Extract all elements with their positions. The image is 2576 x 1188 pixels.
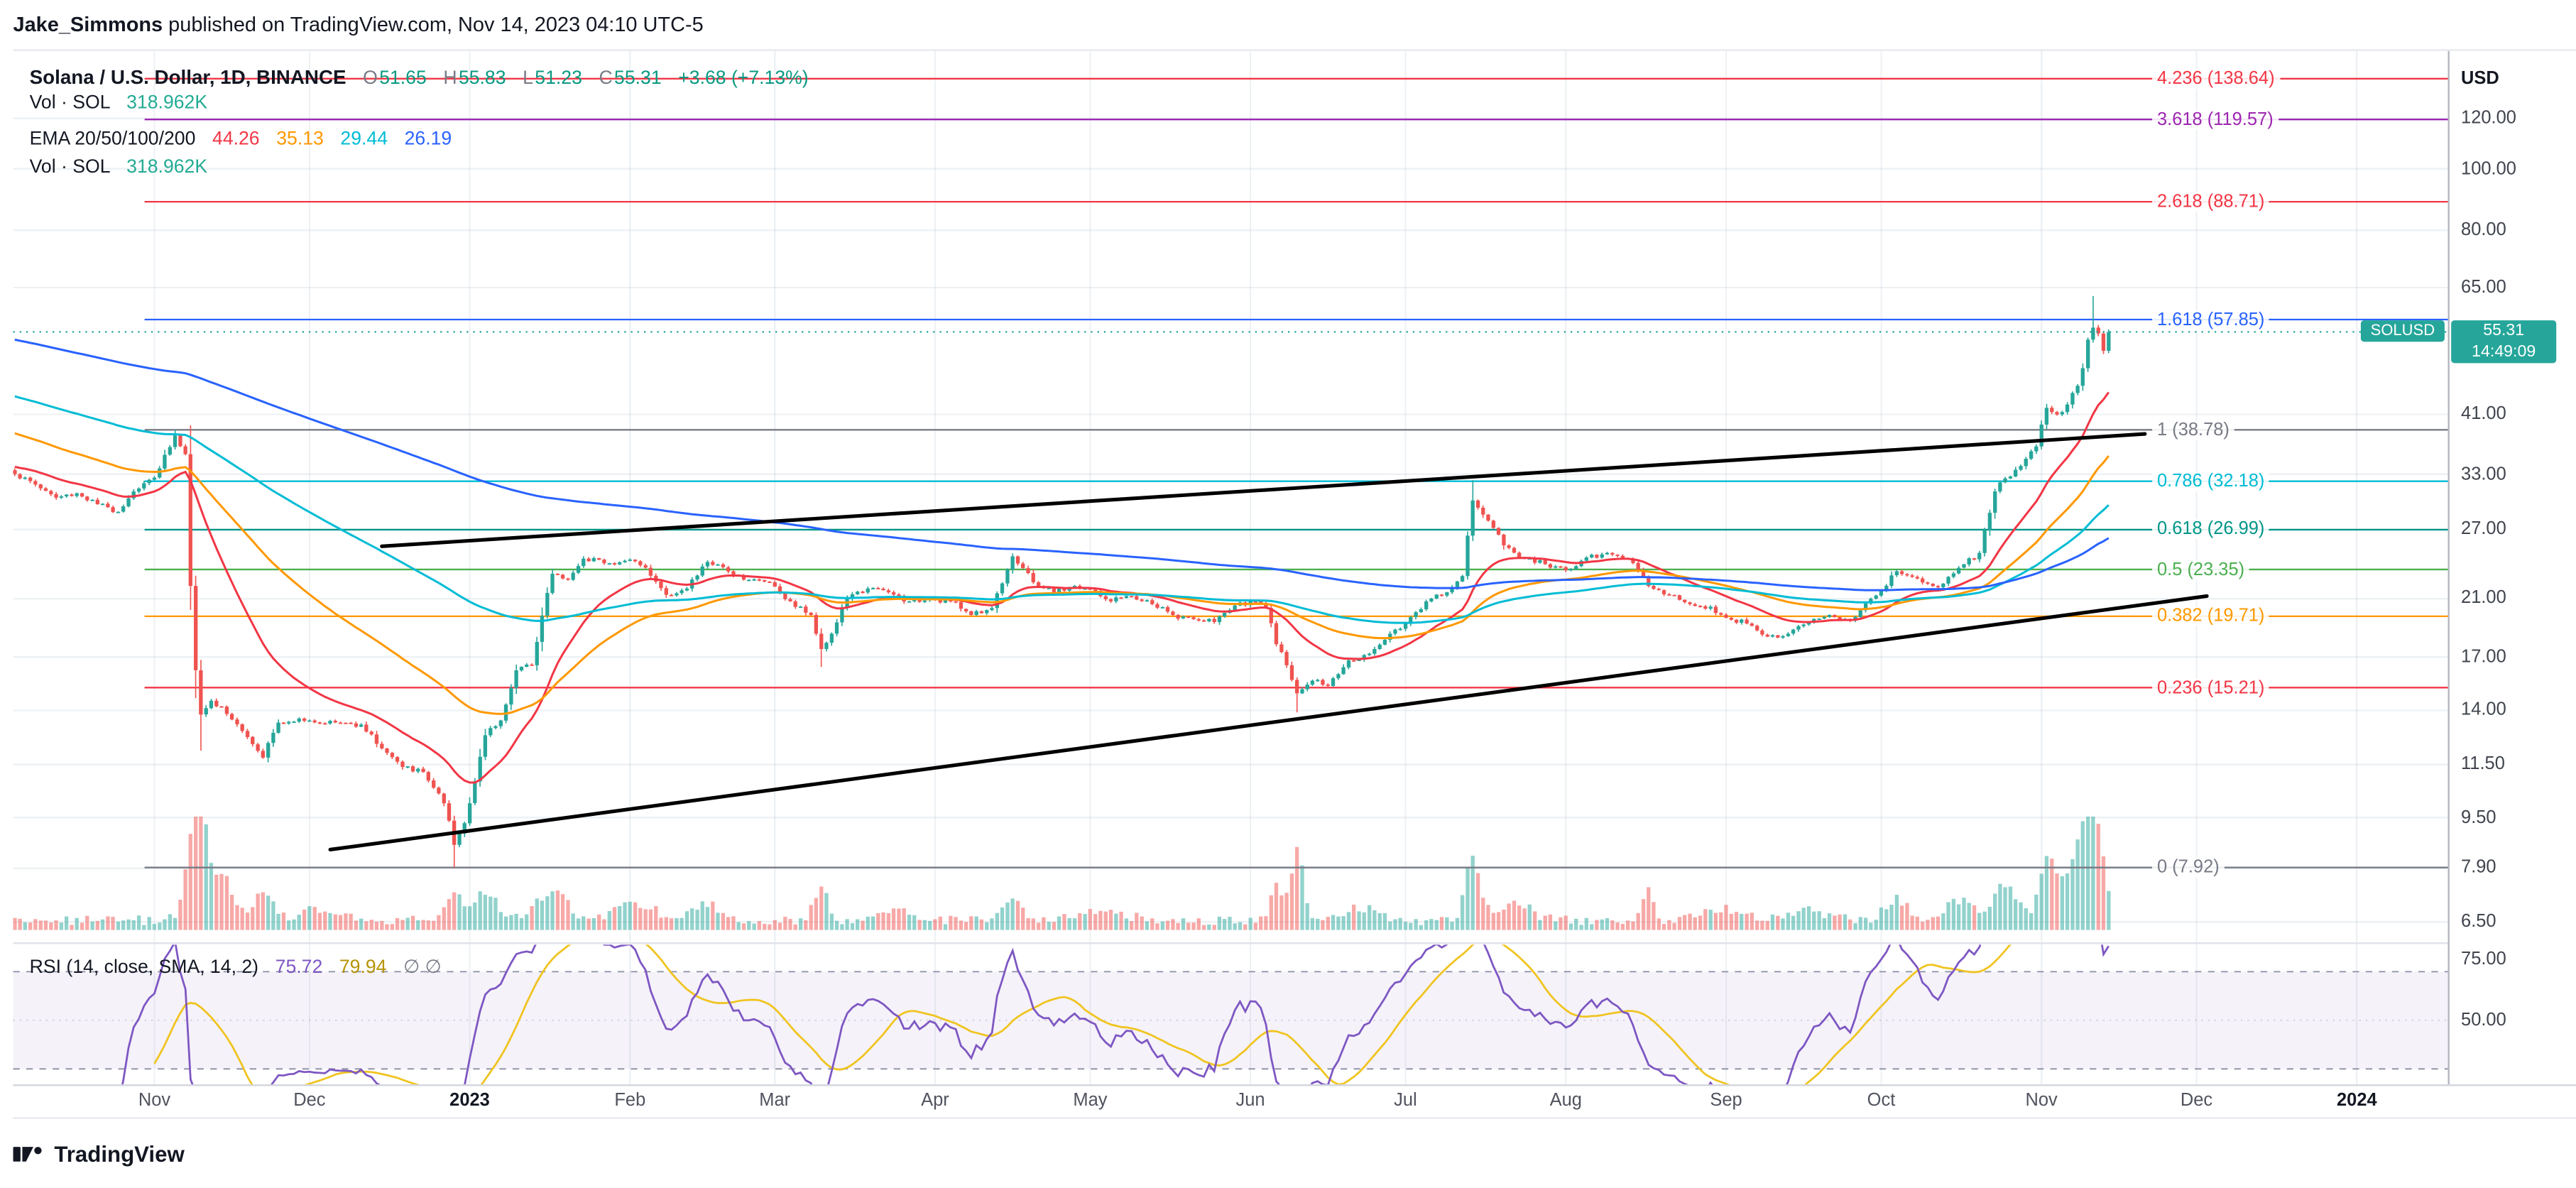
price-tick-label: 6.50 bbox=[2461, 912, 2496, 932]
close-value: 55.31 bbox=[614, 69, 662, 89]
price-tick-label: 65.00 bbox=[2461, 278, 2506, 298]
ema50-value: 35.13 bbox=[276, 129, 324, 150]
legend-volume-row[interactable]: Vol · SOL 318.962K bbox=[30, 92, 207, 115]
time-axis-month-label: Feb bbox=[614, 1091, 646, 1111]
time-axis-month-label: Oct bbox=[1867, 1091, 1896, 1111]
fib-level-label: 1 (38.78) bbox=[2152, 420, 2234, 440]
rsi-tick-label: 50.00 bbox=[2461, 1010, 2506, 1030]
chart-widget: 4.236 (138.64) 3.618 (119.57) 2.618 (88.71… bbox=[13, 49, 2576, 1119]
fib-level-label: 0 (7.92) bbox=[2152, 857, 2225, 878]
ema200-value: 26.19 bbox=[404, 129, 452, 150]
legend-symbol-row[interactable]: Solana / U.S. Dollar, 1D, BINANCE O 51.65… bbox=[30, 66, 809, 89]
time-axis-month-label: Mar bbox=[759, 1091, 791, 1111]
bar-countdown: 14:49:09 bbox=[2472, 343, 2536, 362]
price-tick-label: 27.00 bbox=[2461, 519, 2506, 540]
rsi-label: RSI (14, close, SMA, 14, 2) bbox=[29, 957, 259, 978]
low-value: 51.23 bbox=[535, 69, 582, 89]
volume-value: 318.962K bbox=[126, 93, 208, 114]
time-axis-month-label: May bbox=[1073, 1091, 1108, 1111]
tradingview-footer[interactable]: TradingView bbox=[13, 1142, 185, 1167]
fib-level-label: 0.5 (23.35) bbox=[2152, 560, 2250, 579]
chart-canvas[interactable] bbox=[13, 50, 2448, 1085]
fib-level-label: 0.786 (32.18) bbox=[2152, 471, 2270, 491]
price-tick-label: 80.00 bbox=[2461, 220, 2506, 241]
volume-label-2: Vol · SOL bbox=[29, 158, 110, 178]
time-axis-year-label: 2023 bbox=[449, 1091, 490, 1111]
publish-info: published on TradingView.com, Nov 14, 20… bbox=[163, 13, 704, 36]
price-tick-label: 41.00 bbox=[2461, 404, 2506, 425]
price-tick-label: 9.50 bbox=[2461, 807, 2496, 827]
ema-label: EMA 20/50/100/200 bbox=[29, 129, 196, 150]
fib-level-label: 2.618 (88.71) bbox=[2152, 192, 2270, 212]
rsi-tick-label: 75.00 bbox=[2461, 949, 2506, 970]
time-axis-month-label: Nov bbox=[2025, 1091, 2058, 1111]
legend-rsi-row[interactable]: RSI (14, close, SMA, 14, 2) 75.72 79.94 … bbox=[30, 957, 442, 979]
rsi-sma-value: 79.94 bbox=[339, 957, 387, 978]
open-value: 51.65 bbox=[379, 69, 427, 89]
author-name: Jake_Simmons bbox=[13, 13, 163, 36]
price-tick-label: 17.00 bbox=[2461, 647, 2506, 667]
fib-level-label: 1.618 (57.85) bbox=[2152, 310, 2270, 329]
time-axis-month-label: Aug bbox=[1549, 1091, 1582, 1111]
price-axis-unit[interactable]: USD bbox=[2461, 69, 2499, 89]
time-axis-year-label: 2024 bbox=[2337, 1091, 2377, 1111]
time-axis-month-label: Sep bbox=[1710, 1091, 1742, 1111]
price-tick-label: 33.00 bbox=[2461, 464, 2506, 484]
publish-header: Jake_Simmons published on TradingView.co… bbox=[13, 13, 704, 36]
time-axis-month-label: Apr bbox=[921, 1091, 949, 1111]
time-axis-month-label: Dec bbox=[293, 1091, 326, 1111]
last-price-value: 55.31 bbox=[2483, 322, 2525, 340]
price-tick-label: 11.50 bbox=[2461, 754, 2505, 775]
price-tick-label: 21.00 bbox=[2461, 589, 2506, 609]
ema20-value: 44.26 bbox=[212, 129, 260, 150]
symbol-price-tag: SOLUSD bbox=[2360, 320, 2445, 342]
volume-value-2: 318.962K bbox=[126, 158, 208, 178]
close-label: C bbox=[599, 69, 613, 89]
fib-level-label: 0.618 (26.99) bbox=[2152, 520, 2270, 540]
last-price-badge: 55.31 14:49:09 bbox=[2451, 320, 2557, 364]
price-tick-label: 7.90 bbox=[2461, 858, 2496, 878]
time-axis[interactable]: Nov Dec 2023 Feb Mar Apr May Jun Jul Aug Sep Oct Nov… bbox=[13, 1084, 2576, 1119]
price-tick-label: 100.00 bbox=[2461, 158, 2516, 179]
legend-volume-row-2[interactable]: Vol · SOL 318.962K bbox=[30, 156, 207, 179]
high-label: H bbox=[443, 69, 457, 89]
change-value: +3.68 (+7.13%) bbox=[678, 69, 809, 89]
volume-label: Vol · SOL bbox=[29, 93, 110, 114]
low-label: L bbox=[523, 69, 533, 89]
rsi-empty-inputs: ∅ ∅ bbox=[403, 957, 442, 978]
time-axis-month-label: Dec bbox=[2180, 1091, 2213, 1111]
open-label: O bbox=[363, 69, 378, 89]
high-value: 55.83 bbox=[458, 69, 506, 89]
ema100-value: 29.44 bbox=[340, 129, 388, 150]
time-axis-month-label: Nov bbox=[138, 1091, 171, 1111]
time-axis-month-label: Jul bbox=[1394, 1091, 1417, 1111]
rsi-value: 75.72 bbox=[275, 957, 323, 978]
fib-level-label: 0.236 (15.21) bbox=[2152, 677, 2270, 698]
fib-level-label: 4.236 (138.64) bbox=[2152, 68, 2280, 89]
tradingview-brand: TradingView bbox=[54, 1142, 185, 1167]
time-axis-month-label: Jun bbox=[1235, 1091, 1265, 1111]
price-axis[interactable]: USD 55.31 14:49:09 120.00 100.00 80.00 65.0… bbox=[2447, 50, 2576, 1116]
price-tick-label: 120.00 bbox=[2461, 108, 2516, 129]
price-tick-label: 14.00 bbox=[2461, 700, 2506, 721]
fib-level-label: 3.618 (119.57) bbox=[2152, 109, 2278, 130]
tradingview-logo-icon bbox=[13, 1147, 42, 1162]
symbol-title: Solana / U.S. Dollar, 1D, BINANCE bbox=[29, 65, 346, 89]
legend-ema-row[interactable]: EMA 20/50/100/200 44.26 35.13 29.44 26.1… bbox=[30, 128, 452, 151]
fib-level-label: 0.382 (19.71) bbox=[2152, 606, 2270, 626]
